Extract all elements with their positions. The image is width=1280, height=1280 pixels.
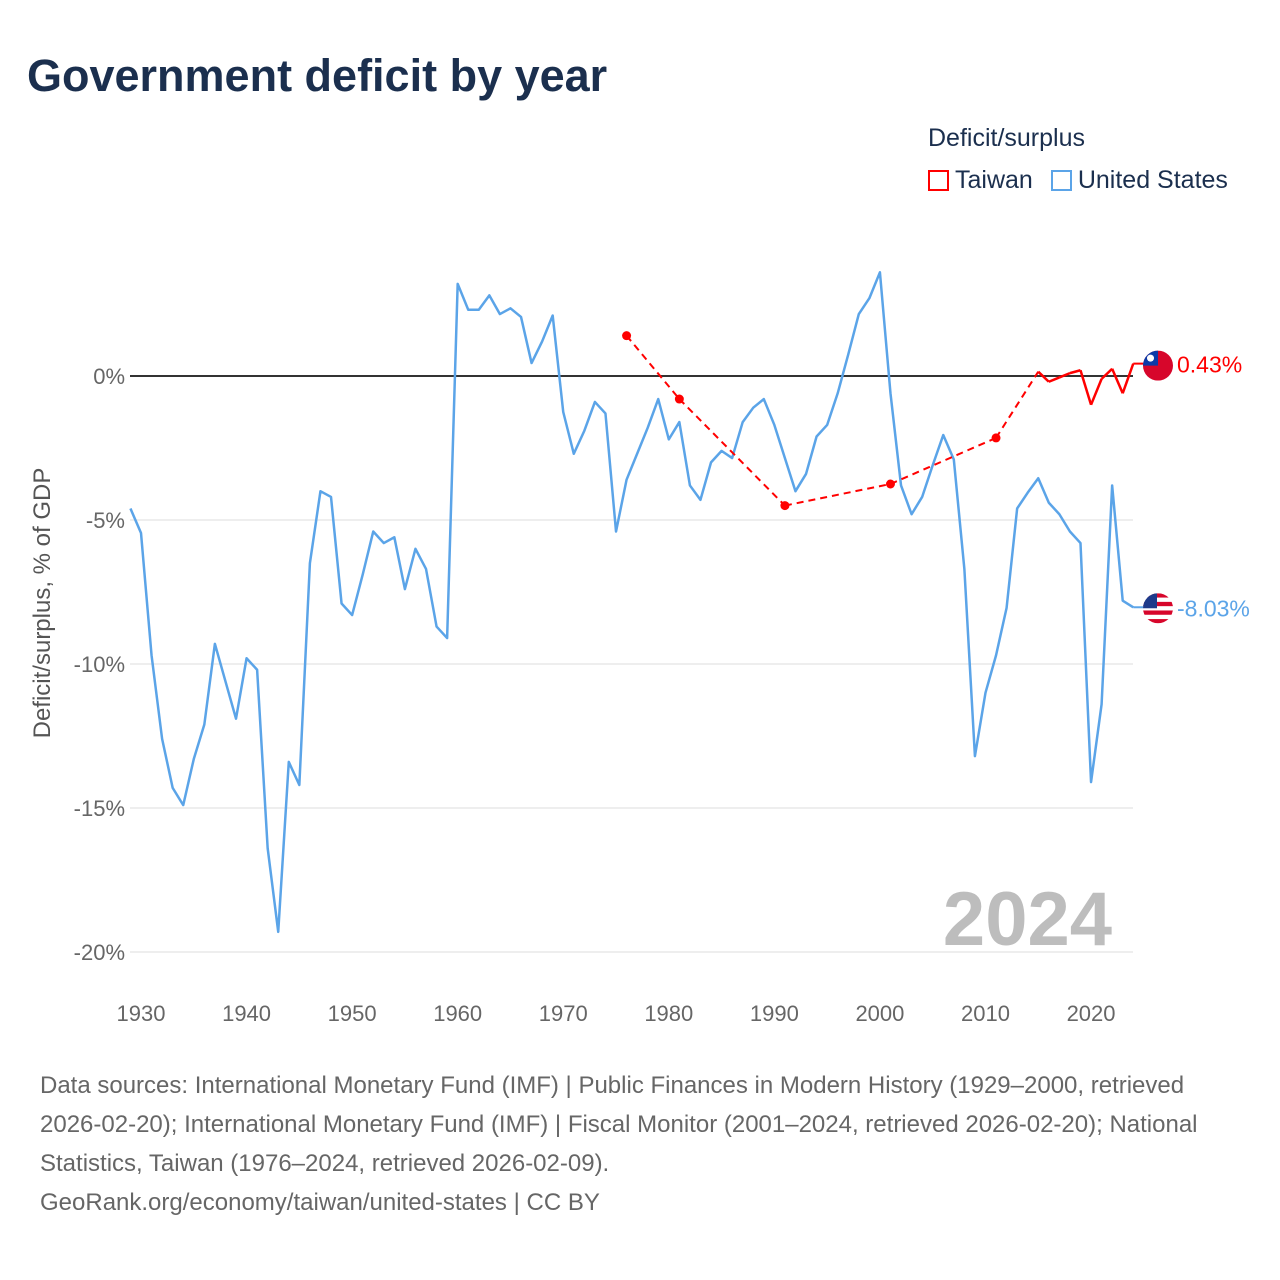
series-segment-taiwan — [1048, 376, 1060, 383]
y-tick-label: -5% — [86, 508, 125, 533]
data-point-taiwan — [991, 433, 1001, 443]
footer: Data sources: International Monetary Fun… — [40, 1066, 1240, 1222]
flag-stripe — [1143, 619, 1173, 624]
series-segment-taiwan — [1121, 363, 1135, 394]
series-gap-taiwan — [890, 437, 997, 485]
flag-stripe — [1143, 593, 1173, 598]
chart-title: Government deficit by year — [27, 50, 608, 101]
end-label-united-states: -8.03% — [1177, 595, 1250, 621]
x-tick-label: 2020 — [1067, 1001, 1116, 1026]
x-tick-label: 1930 — [117, 1001, 166, 1026]
data-sources: Data sources: International Monetary Fun… — [40, 1072, 1198, 1177]
x-tick-label: 1940 — [222, 1001, 271, 1026]
taiwan-flag-icon — [1143, 350, 1173, 381]
data-point-taiwan — [674, 394, 684, 404]
flag-canton — [1143, 593, 1157, 609]
y-axis-label: Deficit/surplus, % of GDP — [29, 468, 56, 739]
legend: Taiwan United States — [928, 166, 1228, 195]
series-segment-taiwan — [1089, 378, 1103, 406]
x-tick-label: 1950 — [328, 1001, 377, 1026]
y-tick-label: -10% — [74, 652, 125, 677]
x-tick-label: 2010 — [961, 1001, 1010, 1026]
legend-swatch-taiwan — [928, 170, 949, 191]
flag-stripe — [1143, 610, 1173, 615]
x-tick-label: 1980 — [644, 1001, 693, 1026]
series-gap-taiwan — [678, 398, 786, 507]
legend-item-united-states[interactable]: United States — [1050, 166, 1228, 195]
united-states-flag-icon — [1143, 593, 1173, 624]
data-point-taiwan — [780, 501, 790, 511]
year-label: 2024 — [943, 877, 1112, 962]
y-tick-label: -20% — [74, 940, 125, 965]
data-point-taiwan — [885, 479, 895, 489]
y-tick-label: -15% — [74, 796, 125, 821]
series-gap-taiwan — [784, 483, 891, 507]
x-tick-label: 1990 — [750, 1001, 799, 1026]
y-tick-label: 0% — [93, 364, 125, 389]
series-segment-taiwan — [1100, 367, 1114, 380]
series-segment-taiwan — [1069, 369, 1081, 375]
data-point-taiwan — [622, 331, 632, 341]
legend-swatch-united-states — [1050, 170, 1072, 191]
x-tick-label: 2000 — [855, 1001, 904, 1026]
legend-title: Deficit/surplus — [928, 124, 1085, 152]
flag-stripe — [1143, 601, 1173, 607]
series-segment-taiwan — [1037, 370, 1050, 383]
series-gap-taiwan — [995, 371, 1040, 439]
x-tick-label: 1960 — [433, 1001, 482, 1026]
legend-item-taiwan[interactable]: Taiwan — [928, 166, 1033, 195]
series-segment-taiwan — [1079, 369, 1093, 406]
flag-sun — [1147, 354, 1154, 362]
series-gap-taiwan — [625, 335, 681, 400]
series-segment-taiwan — [1111, 368, 1124, 394]
end-label-taiwan: 0.43% — [1177, 352, 1242, 378]
legend-label: United States — [1077, 166, 1228, 194]
legend-label: Taiwan — [955, 166, 1033, 194]
credit-link[interactable]: GeoRank.org/economy/taiwan/united-states… — [40, 1189, 600, 1216]
series-line-united-states — [129, 271, 1134, 934]
series-segment-taiwan — [1058, 371, 1071, 379]
x-tick-label: 1970 — [539, 1001, 588, 1026]
